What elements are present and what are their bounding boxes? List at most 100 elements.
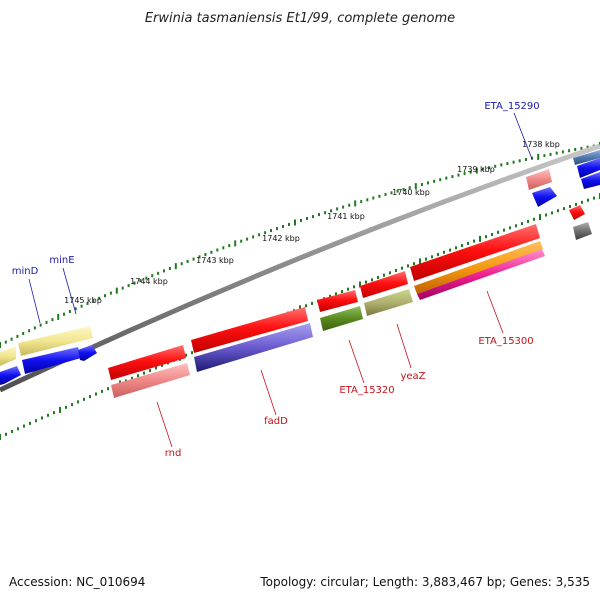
minor-tick <box>518 159 521 163</box>
minor-tick <box>22 332 25 335</box>
major-tick <box>479 235 481 242</box>
minor-tick <box>324 211 327 215</box>
minor-tick <box>131 376 133 380</box>
minor-tick <box>133 281 136 285</box>
feature-red-4 <box>360 271 408 298</box>
minor-tick <box>342 205 345 209</box>
gene-label-mine: minE <box>49 255 74 266</box>
minor-tick <box>348 203 351 207</box>
minor-tick <box>163 269 165 273</box>
minor-tick <box>16 334 19 338</box>
feature-red-2 <box>191 307 308 353</box>
minor-tick <box>336 207 339 211</box>
minor-tick <box>506 162 509 165</box>
gene-label-mind: minD <box>12 266 39 277</box>
minor-tick <box>524 158 527 161</box>
minor-tick <box>395 269 397 272</box>
minor-tick <box>563 207 565 211</box>
minor-tick <box>574 148 577 151</box>
minor-tick <box>77 400 79 404</box>
minor-tick <box>439 178 442 182</box>
minor-tick <box>335 292 337 296</box>
minor-tick <box>481 167 484 171</box>
minor-tick <box>157 271 160 275</box>
minor-tick <box>168 267 171 270</box>
minor-tick <box>63 312 65 316</box>
minor-tick <box>500 163 503 167</box>
minor-tick <box>39 323 42 327</box>
minor-tick <box>390 191 393 195</box>
topology-summary: Topology: circular; Length: 3,883,467 bp… <box>259 575 590 589</box>
major-tick <box>57 313 60 320</box>
minor-tick <box>186 259 189 263</box>
minor-tick <box>305 304 307 308</box>
minor-tick <box>569 205 571 208</box>
minor-tick <box>372 196 375 200</box>
minor-tick <box>593 196 595 200</box>
minor-tick <box>407 264 409 268</box>
minor-tick <box>581 200 583 204</box>
minor-tick <box>533 217 535 221</box>
feature-blue-top <box>577 158 600 178</box>
major-tick <box>294 219 296 226</box>
minor-tick <box>347 287 349 291</box>
minor-tick <box>264 231 267 235</box>
minor-tick <box>282 225 284 228</box>
minor-tick <box>51 318 54 322</box>
minor-tick <box>503 228 505 232</box>
minor-tick <box>83 397 85 401</box>
major-tick <box>0 434 1 440</box>
minor-tick <box>65 405 67 409</box>
minor-tick <box>11 430 13 433</box>
minor-tick <box>33 326 36 330</box>
minor-tick <box>121 286 124 290</box>
minor-tick <box>366 198 369 202</box>
major-tick <box>115 287 118 294</box>
minor-tick <box>192 257 195 261</box>
minor-tick <box>545 213 547 217</box>
minor-tick <box>383 273 385 277</box>
major-tick <box>537 153 540 160</box>
major-tick <box>174 263 177 270</box>
minor-tick <box>318 213 320 217</box>
minor-tick <box>463 172 466 176</box>
outer-tick-ring <box>0 142 600 348</box>
minor-tick <box>5 432 7 436</box>
major-tick <box>299 305 301 312</box>
tick-label: 1739 kbp <box>457 165 495 174</box>
minor-tick <box>413 262 415 266</box>
minor-tick <box>420 183 423 186</box>
gene-label-yeaz: yeaZ <box>400 371 425 382</box>
tick-label: 1738 kbp <box>522 140 560 149</box>
minor-tick <box>86 302 89 305</box>
minor-tick <box>29 421 31 425</box>
minor-tick <box>210 250 213 254</box>
minor-tick <box>109 291 112 295</box>
minor-tick <box>216 248 219 252</box>
minor-tick <box>365 280 367 284</box>
minor-tick <box>53 411 55 415</box>
minor-tick <box>92 299 95 303</box>
minor-tick <box>509 226 511 230</box>
minor-tick <box>228 244 231 248</box>
gene-labels: minD minE ETA_15290 rnd fadD ETA_15320 y… <box>12 101 540 459</box>
major-tick <box>0 342 1 348</box>
minor-tick <box>185 353 187 357</box>
major-tick <box>234 240 237 247</box>
minor-tick <box>469 170 472 174</box>
feature-blue-mid <box>22 347 81 374</box>
gene-label-eta15320: ETA_15320 <box>339 385 394 396</box>
minor-tick <box>107 387 109 391</box>
minor-tick <box>360 200 363 204</box>
minor-tick <box>47 413 49 417</box>
minor-tick <box>586 145 589 149</box>
minor-tick <box>575 202 577 206</box>
minor-tick <box>198 255 201 259</box>
label-leaders <box>28 112 533 448</box>
tick-label: 1742 kbp <box>262 234 300 243</box>
gene-label-eta15290: ETA_15290 <box>484 101 539 112</box>
minor-tick <box>497 230 499 234</box>
minor-tick <box>341 290 343 293</box>
feature-steel <box>573 150 600 165</box>
minor-tick <box>41 416 43 420</box>
